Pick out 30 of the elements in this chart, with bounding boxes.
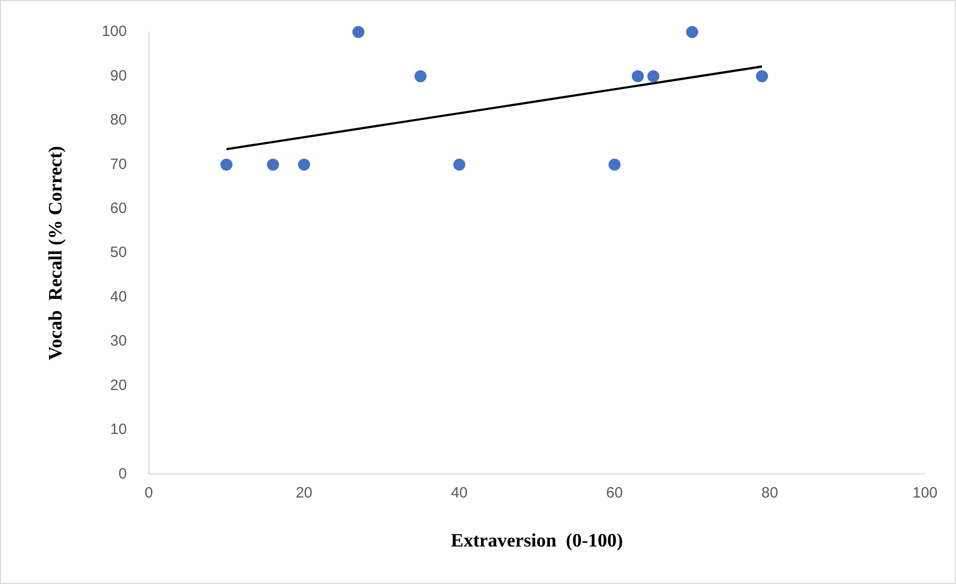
y-tick-label: 70 — [110, 156, 127, 173]
y-axis-title: Vocab Recall (% Correct) — [45, 146, 66, 360]
y-tick-label: 100 — [102, 23, 127, 40]
x-axis-title: Extraversion (0-100) — [450, 530, 623, 552]
point — [414, 70, 426, 82]
y-tick-label: 90 — [110, 67, 127, 84]
point — [352, 26, 364, 38]
y-tick-label: 10 — [110, 421, 127, 438]
y-tick-label: 60 — [110, 200, 127, 218]
point — [756, 70, 768, 82]
y-tick-label: 0 — [118, 465, 127, 482]
point — [453, 158, 466, 171]
point — [686, 26, 698, 38]
point — [608, 158, 621, 171]
x-tick-label: 40 — [450, 484, 468, 502]
y-tick-label: 30 — [110, 332, 127, 350]
y-tick-label: 50 — [110, 244, 127, 262]
x-tick-label: 0 — [144, 484, 153, 502]
y-tick-label: 40 — [110, 288, 127, 306]
y-tick-label: 20 — [110, 376, 127, 394]
x-tick-label: 80 — [761, 484, 778, 502]
x-tick-label: 20 — [296, 484, 312, 502]
point — [267, 158, 280, 171]
point — [298, 158, 310, 171]
point — [647, 70, 660, 82]
x-tick-label: 60 — [606, 484, 623, 502]
y-tick-label: 80 — [110, 112, 127, 129]
point — [632, 70, 644, 82]
point — [220, 158, 232, 171]
x-tick-label: 100 — [912, 484, 938, 502]
